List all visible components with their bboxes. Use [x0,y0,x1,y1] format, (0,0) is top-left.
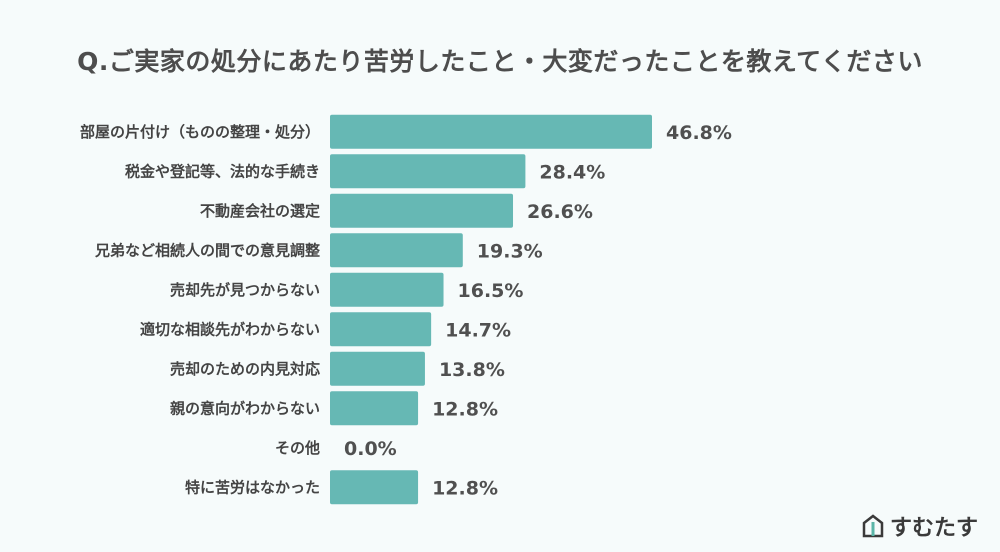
value-label: 13.8% [439,359,505,381]
category-label: 税金や登記等、法的な手続き [125,162,320,180]
bar [330,391,419,426]
bar [330,233,463,268]
value-label: 12.8% [432,398,498,420]
category-label: 親の意向がわからない [170,399,320,417]
category-label: 特に苦労はなかった [185,478,320,496]
value-label: 16.5% [458,280,524,302]
bar [330,114,652,149]
value-label: 46.8% [666,122,732,144]
value-label: 0.0% [344,438,397,460]
brand-logo: すむたす [862,510,978,542]
house-logo-icon [862,514,884,538]
category-label: 部屋の片付け（ものの整理・処分） [80,123,320,141]
category-label: 兄弟など相続人の間での意見調整 [94,241,320,259]
value-label: 12.8% [432,477,498,499]
brand-name: すむたす [889,516,978,541]
value-label: 26.6% [527,201,593,223]
category-label: 適切な相談先がわからない [140,320,320,338]
value-label: 14.7% [445,319,511,341]
category-label: その他 [275,439,320,457]
bar [330,351,425,386]
bar [330,154,526,189]
category-label: 売却先が見つからない [170,281,320,299]
bar [330,193,514,228]
category-label: 売却のための内見対応 [170,360,320,378]
value-label: 28.4% [539,161,605,183]
bar [330,272,444,307]
page-title: Q.ご実家の処分にあたり苦労したこと・大変だったことを教えてください [77,47,923,76]
bar [330,470,419,505]
category-label: 不動産会社の選定 [200,202,320,220]
bar [330,312,432,347]
value-label: 19.3% [477,240,543,262]
